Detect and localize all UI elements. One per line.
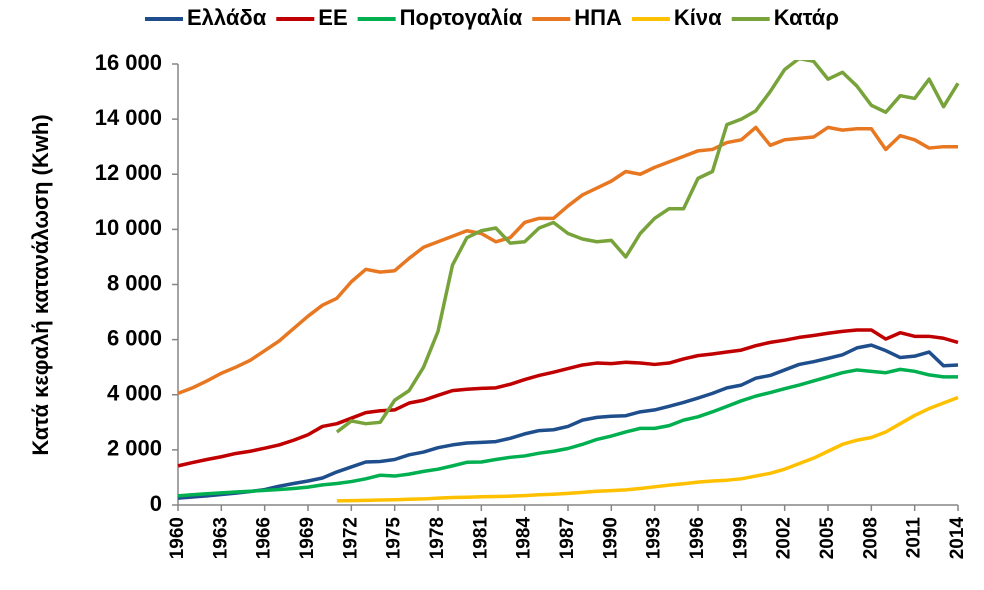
y-tick-label: 2 000 xyxy=(107,436,162,461)
x-tick-label: 2011 xyxy=(904,517,925,559)
x-tick-label: 1972 xyxy=(340,517,361,559)
legend-label: Κίνα xyxy=(674,5,722,30)
x-tick-label: 2008 xyxy=(860,517,881,559)
x-tick-label: 2014 xyxy=(947,517,968,560)
y-tick-label: 14 000 xyxy=(95,105,162,130)
y-tick-label: 6 000 xyxy=(107,325,162,350)
x-tick-label: 1969 xyxy=(297,517,318,559)
x-tick-label: 1978 xyxy=(427,517,448,559)
series-line xyxy=(335,60,960,434)
x-tick-label: 1999 xyxy=(730,517,751,559)
x-tick-label: 1963 xyxy=(210,517,231,559)
x-tick-label: 1984 xyxy=(514,517,535,560)
x-tick-label: 2005 xyxy=(817,517,838,560)
y-tick-label: 16 000 xyxy=(95,50,162,75)
series-line xyxy=(177,367,958,498)
y-tick-label: 0 xyxy=(150,491,162,516)
legend-label: Πορτογαλία xyxy=(400,5,523,30)
series-line xyxy=(177,328,959,468)
x-tick-label: 1975 xyxy=(384,517,405,560)
x-tick-label: 1996 xyxy=(687,517,708,559)
y-tick-label: 4 000 xyxy=(107,381,162,406)
legend-label: ΕΕ xyxy=(318,5,347,30)
legend-label: Ελλάδα xyxy=(187,5,267,30)
y-axis-label: Κατά κεφαλή κατανάλωση (Kwh) xyxy=(28,114,53,455)
y-tick-label: 8 000 xyxy=(107,270,162,295)
series-line xyxy=(177,125,958,396)
x-tick-label: 2002 xyxy=(774,517,795,559)
x-tick-label: 1966 xyxy=(254,517,275,559)
x-tick-label: 1981 xyxy=(470,517,491,560)
x-tick-label: 1960 xyxy=(167,517,188,559)
series-line xyxy=(177,343,959,500)
y-tick-label: 10 000 xyxy=(95,215,162,240)
series-line xyxy=(336,395,959,503)
x-tick-label: 1987 xyxy=(557,517,578,559)
x-tick-label: 1990 xyxy=(600,517,621,559)
y-tick-label: 12 000 xyxy=(95,160,162,185)
plot-area xyxy=(177,60,960,503)
legend-label: Κατάρ xyxy=(774,5,839,30)
legend-label: ΗΠΑ xyxy=(574,5,622,30)
x-tick-label: 1993 xyxy=(644,517,665,559)
